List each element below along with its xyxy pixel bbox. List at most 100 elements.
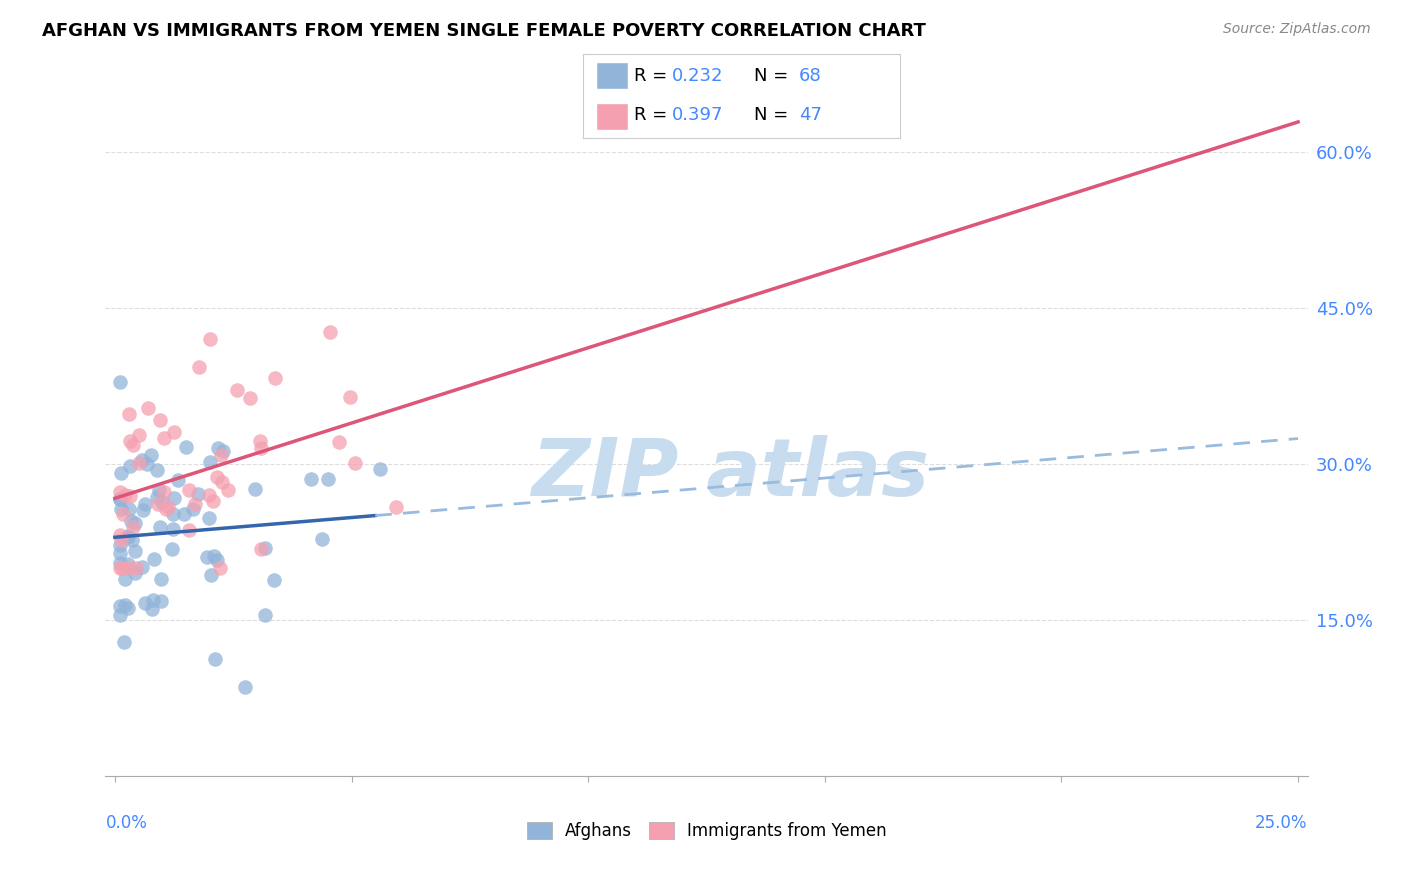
Point — [179, 524, 201, 538]
Point — [110, 599, 132, 613]
Point — [134, 497, 156, 511]
Point — [149, 572, 172, 586]
Point — [200, 567, 222, 582]
Point — [118, 407, 141, 421]
Point — [142, 551, 165, 566]
Point — [146, 491, 169, 505]
Point — [212, 443, 235, 458]
Point — [134, 596, 156, 610]
Point — [328, 435, 350, 450]
Text: 68: 68 — [799, 67, 821, 85]
Point — [249, 441, 271, 455]
Point — [149, 520, 172, 534]
Point — [197, 511, 219, 525]
Point — [318, 325, 340, 339]
Point — [217, 483, 239, 497]
Point — [311, 532, 333, 546]
Point — [155, 501, 177, 516]
Point — [110, 533, 132, 547]
Point — [211, 475, 233, 490]
Point — [117, 561, 139, 575]
Point — [114, 598, 136, 612]
Point — [202, 549, 225, 563]
FancyBboxPatch shape — [596, 62, 627, 89]
Legend: Afghans, Immigrants from Yemen: Afghans, Immigrants from Yemen — [520, 815, 893, 847]
Point — [128, 427, 150, 442]
Point — [245, 483, 267, 497]
Point — [339, 390, 361, 404]
Point — [114, 488, 136, 502]
Text: 0.397: 0.397 — [672, 105, 724, 123]
Point — [263, 573, 285, 587]
Point — [125, 561, 148, 575]
Text: R =: R = — [634, 105, 673, 123]
Point — [136, 457, 159, 471]
Point — [108, 556, 131, 570]
Point — [108, 491, 131, 506]
Point — [108, 485, 131, 500]
Point — [200, 455, 222, 469]
Point — [108, 375, 131, 389]
Point — [108, 561, 131, 575]
Point — [225, 384, 247, 398]
Point — [368, 462, 391, 476]
Point — [110, 502, 132, 516]
Point — [150, 494, 173, 508]
Point — [163, 491, 186, 506]
Point — [385, 500, 408, 515]
Point — [254, 541, 277, 556]
Point — [146, 463, 169, 477]
Text: AFGHAN VS IMMIGRANTS FROM YEMEN SINGLE FEMALE POVERTY CORRELATION CHART: AFGHAN VS IMMIGRANTS FROM YEMEN SINGLE F… — [42, 22, 927, 40]
Point — [202, 493, 225, 508]
Point — [131, 453, 153, 467]
Point — [162, 542, 184, 557]
Point — [117, 530, 139, 544]
Point — [181, 502, 204, 516]
Point — [114, 572, 136, 586]
Point — [117, 528, 139, 542]
Point — [128, 456, 150, 470]
Point — [120, 489, 142, 503]
Point — [264, 371, 287, 385]
Point — [124, 544, 146, 558]
Point — [108, 528, 131, 542]
Point — [205, 553, 228, 567]
Point — [149, 594, 172, 608]
Point — [108, 538, 131, 552]
Point — [132, 502, 155, 516]
Point — [120, 458, 142, 473]
Point — [117, 601, 139, 615]
Point — [173, 508, 195, 522]
Point — [110, 467, 132, 481]
Point — [139, 449, 162, 463]
Point — [207, 441, 229, 455]
Point — [200, 332, 222, 346]
Point — [208, 561, 231, 575]
Point — [149, 412, 172, 426]
Point — [157, 500, 180, 514]
Text: N =: N = — [755, 105, 794, 123]
Point — [162, 508, 184, 522]
Point — [121, 533, 143, 548]
Point — [209, 448, 232, 462]
Point — [112, 635, 135, 649]
Point — [239, 391, 262, 405]
Point — [142, 593, 165, 607]
Point — [111, 507, 134, 521]
Point — [187, 486, 209, 500]
Point — [148, 497, 170, 511]
Point — [120, 514, 142, 528]
Point — [148, 483, 170, 497]
Text: Source: ZipAtlas.com: Source: ZipAtlas.com — [1223, 22, 1371, 37]
Y-axis label: Single Female Poverty: Single Female Poverty — [0, 348, 7, 517]
Text: 47: 47 — [799, 105, 821, 123]
Point — [118, 502, 141, 516]
Point — [124, 516, 146, 531]
Point — [195, 549, 218, 564]
Text: 0.0%: 0.0% — [105, 814, 148, 831]
Point — [121, 520, 143, 534]
Point — [121, 437, 143, 451]
Point — [299, 471, 322, 485]
Point — [205, 469, 228, 483]
Point — [343, 456, 366, 470]
